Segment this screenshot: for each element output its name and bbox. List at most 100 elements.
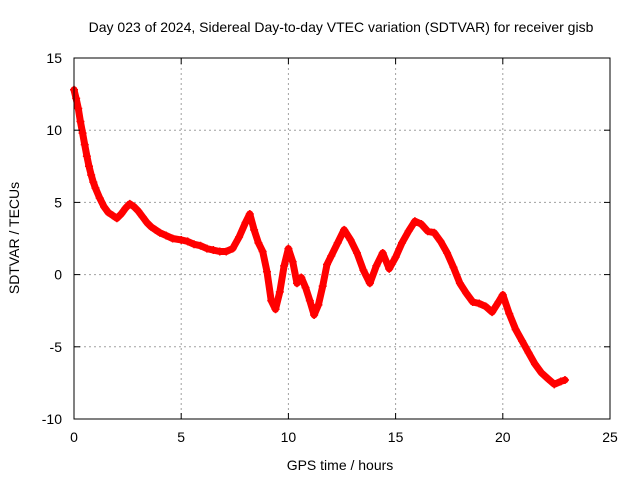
data-point	[524, 348, 533, 357]
data-point	[108, 211, 117, 220]
x-tick-label: 10	[281, 429, 297, 445]
data-point	[89, 178, 98, 187]
data-point	[537, 368, 546, 377]
data-point	[82, 152, 91, 161]
data-point	[378, 248, 387, 257]
data-point	[322, 260, 331, 269]
data-point	[254, 238, 263, 247]
data-point	[72, 94, 81, 103]
data-point	[155, 228, 164, 237]
data-point	[76, 117, 85, 126]
data-point	[151, 225, 160, 234]
data-point	[142, 218, 151, 227]
data-point	[130, 202, 139, 211]
data-point	[518, 337, 527, 346]
data-point	[117, 209, 126, 218]
data-point	[138, 212, 147, 221]
data-point	[481, 302, 490, 311]
data-point	[398, 238, 407, 247]
y-tick-label: 15	[46, 50, 62, 66]
data-point	[250, 225, 259, 234]
data-point	[353, 248, 362, 257]
data-point	[177, 235, 186, 244]
grid	[74, 58, 610, 419]
y-tick-label: 5	[54, 194, 62, 210]
axis-ticks: 0 5 10 15 20 25 -10 -5 0 5 10 15	[42, 50, 618, 445]
data-point	[449, 263, 458, 272]
data-point	[372, 261, 381, 270]
data-point	[190, 240, 199, 249]
data-point	[267, 296, 276, 305]
data-point	[87, 170, 96, 179]
data-point	[258, 247, 267, 256]
x-tick-label: 25	[602, 429, 618, 445]
y-tick-label: 10	[46, 122, 62, 138]
data-point	[475, 299, 484, 308]
data-point	[333, 238, 342, 247]
y-axis-title: SDTVAR / TECUs	[6, 182, 22, 294]
y-tick-label: 0	[54, 267, 62, 283]
data-point	[241, 218, 250, 227]
data-point	[505, 309, 514, 318]
data-point	[292, 279, 301, 288]
data-point	[121, 204, 130, 213]
data-point	[125, 199, 134, 208]
data-point	[74, 104, 83, 113]
data-point	[104, 208, 113, 217]
data-point	[305, 296, 314, 305]
data-point	[271, 305, 280, 314]
data-point	[183, 237, 192, 246]
data-point	[488, 308, 497, 317]
x-tick-label: 20	[495, 429, 511, 445]
data-point	[196, 241, 205, 250]
data-point	[235, 233, 244, 242]
data-point	[410, 217, 419, 226]
data-point	[430, 228, 439, 237]
data-point	[498, 290, 507, 299]
y-tick-label: -5	[50, 339, 63, 355]
data-point	[162, 231, 171, 240]
chart-title: Day 023 of 2024, Sidereal Day-to-day VTE…	[89, 19, 594, 35]
data-point	[530, 360, 539, 369]
data-point	[314, 300, 323, 309]
data-point	[417, 220, 426, 229]
data-point	[346, 235, 355, 244]
data-point	[228, 244, 237, 253]
data-point	[365, 279, 374, 288]
data-point	[543, 374, 552, 383]
data-point	[222, 247, 231, 256]
data-point	[462, 289, 471, 298]
data-point	[168, 234, 177, 243]
data-point	[423, 227, 432, 236]
data-point	[556, 377, 565, 386]
data-point	[147, 222, 156, 231]
plot-frame	[73, 57, 611, 420]
data-point	[280, 261, 289, 270]
y-tick-label: -10	[42, 411, 62, 427]
data-point	[511, 325, 520, 334]
data-point	[359, 266, 368, 275]
data-point	[340, 225, 349, 234]
data-point	[245, 209, 254, 218]
x-tick-label: 5	[177, 429, 185, 445]
data-point	[301, 283, 310, 292]
data-point	[391, 253, 400, 262]
data-point	[560, 376, 569, 385]
data-point	[310, 311, 319, 320]
x-tick-label: 15	[388, 429, 404, 445]
data-point	[134, 207, 143, 216]
data-point	[455, 279, 464, 288]
data-point	[494, 298, 503, 307]
data-series	[70, 85, 569, 389]
data-point	[100, 202, 109, 211]
x-axis-title: GPS time / hours	[287, 457, 394, 473]
data-point	[112, 214, 121, 223]
data-point	[95, 194, 104, 203]
data-point	[202, 244, 211, 253]
data-point	[550, 380, 559, 389]
data-point	[297, 273, 306, 282]
data-point	[327, 251, 336, 260]
data-point	[80, 140, 89, 149]
